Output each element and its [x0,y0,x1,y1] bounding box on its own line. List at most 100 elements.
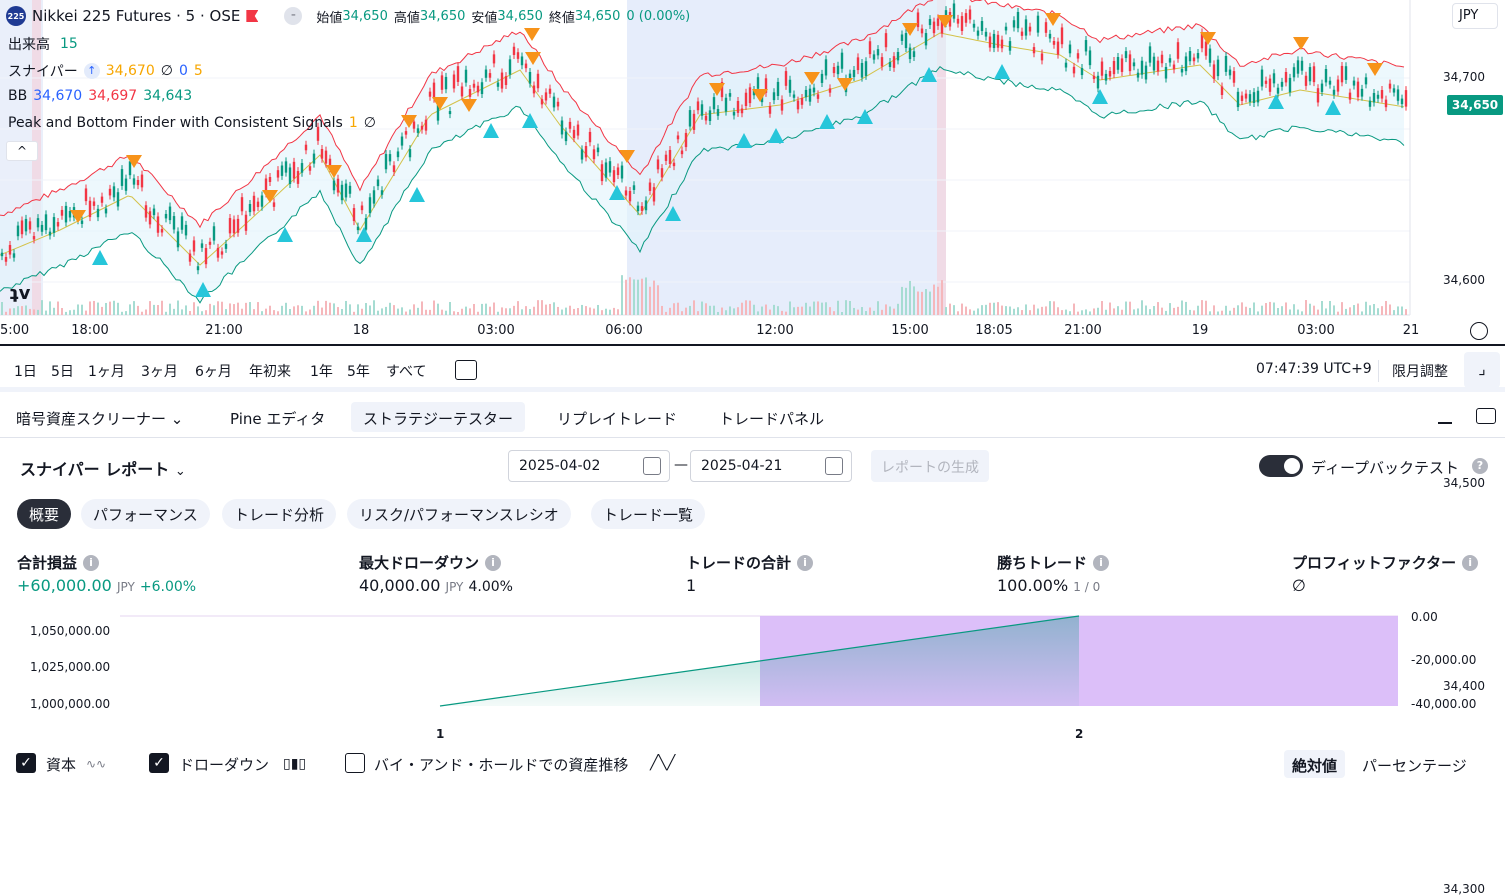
info-icon[interactable]: ? [1472,458,1488,474]
tab-strategy-tester[interactable]: ストラテジーテスター [351,402,526,432]
range-ytd[interactable]: 年初来 [249,364,291,380]
equity-chart-canvas[interactable] [0,600,1505,750]
clock[interactable]: 07:47:39 UTC+9 [1256,361,1372,377]
flag-icon[interactable] [246,10,259,22]
candle-body [212,226,216,241]
candle-body [1224,55,1228,72]
candle-body [192,240,196,252]
candle-body [224,243,228,249]
price-chart-canvas[interactable] [0,0,1505,346]
calendar-icon[interactable] [643,457,661,475]
subtab-risk-ratio[interactable]: リスク/パフォーマンスレシオ [347,499,571,529]
volume-bar [769,309,771,315]
mode-absolute-button[interactable]: 絶対値 [1284,750,1346,778]
symbol-title[interactable]: Nikkei 225 Futures · 5 · OSE [32,7,241,25]
volume-bar [497,311,499,315]
drawdown-checkbox[interactable]: ✓ [149,753,169,773]
candle-body [528,72,532,84]
legend-toggle-button[interactable]: ^ [6,141,38,161]
goto-date-icon[interactable] [455,360,477,380]
volume-bar [1257,311,1259,315]
volume-bar [1129,301,1131,315]
buy-hold-checkbox[interactable] [345,753,365,773]
subtab-performance[interactable]: パフォーマンス [81,499,210,529]
range-5d[interactable]: 5日 [51,364,74,380]
candle-body [1384,99,1388,108]
metric-trades-label: トレードの合計 [686,554,792,572]
calendar-icon[interactable] [825,457,843,475]
range-5y[interactable]: 5年 [347,364,370,380]
info-icon[interactable]: i [1462,554,1479,571]
range-6m[interactable]: 6ヶ月 [195,364,232,380]
info-icon[interactable]: i [1093,554,1110,571]
candle-body [1208,48,1212,63]
settings-gear-icon[interactable] [1470,322,1488,340]
candle-body [1292,67,1296,78]
deep-backtest-toggle[interactable] [1259,455,1303,477]
tab-pine-editor[interactable]: Pine エディタ [230,410,326,428]
tab-trade-panel[interactable]: トレードパネル [719,410,825,428]
bb-legend[interactable]: BB 34,670 34,697 34,643 [8,88,192,104]
volume-bar [629,277,631,315]
volume-bar [321,307,323,315]
candle-body [532,85,536,94]
subtab-trade-list[interactable]: トレード一覧 [591,499,706,529]
range-all[interactable]: すべて [386,364,427,380]
contract-adjust[interactable]: 限月調整 [1392,364,1448,380]
volume-bar [169,303,171,315]
volume-bar [1293,304,1295,315]
subtab-overview[interactable]: 概要 [17,499,72,529]
range-1y[interactable]: 1年 [310,364,333,380]
info-icon[interactable]: i [485,554,502,571]
candle-body [1156,60,1160,72]
candle-body [1096,75,1100,89]
candle-body [1356,81,1360,98]
generate-report-button[interactable]: レポートの生成 [871,450,989,482]
peak-finder-legend[interactable]: Peak and Bottom Finder with Consistent S… [8,115,376,131]
volume-bar [901,286,903,315]
range-1d[interactable]: 1日 [14,364,37,380]
currency-selector[interactable]: JPY [1452,3,1498,29]
range-3m[interactable]: 3ヶ月 [141,364,178,380]
time-tick: 21 [1402,323,1420,338]
collapse-panel-icon[interactable]: ⌟ [1464,352,1500,388]
volume-legend[interactable]: 出来高 15 [8,34,78,54]
mode-percent-button[interactable]: パーセンテージ [1362,757,1467,775]
candle-body [1196,53,1200,59]
candle-body [412,121,416,129]
date-from-input[interactable]: 2025-04-02 [508,450,670,482]
bottom-signal-marker [1092,89,1108,104]
info-icon[interactable]: i [83,554,100,571]
volume-bar [1137,308,1139,315]
tab-replay-trade[interactable]: リプレイトレード [557,410,678,428]
volume-bar [509,308,511,315]
peak-signal-marker [752,89,768,102]
candle-body [264,178,268,194]
volume-bar [405,311,407,315]
range-1m[interactable]: 1ヶ月 [88,364,125,380]
bottom-signal-marker [819,114,835,129]
volume-bar [501,307,503,315]
subtab-trade-analysis[interactable]: トレード分析 [222,499,337,529]
candle-body [120,169,124,186]
volume-bar [929,291,931,315]
candle-body [772,92,776,101]
info-icon[interactable]: i [797,554,814,571]
volume-bar [877,301,879,315]
equity-checkbox[interactable]: ✓ [16,753,36,773]
candle-body [1020,31,1024,36]
maximize-icon[interactable] [1476,408,1496,424]
minimize-icon[interactable] [1438,422,1452,424]
date-to-input[interactable]: 2025-04-21 [690,450,852,482]
collapse-icon[interactable]: - [284,7,303,25]
sniper-legend[interactable]: スナイパー ↑ 34,670 ∅ 0 5 [8,61,203,81]
tab-crypto-screener[interactable]: 暗号資産スクリーナー ⌄ [4,402,195,432]
candle-body [252,195,256,212]
volume-bar [5,311,7,315]
equity-chart[interactable]: 1,050,000.00 1,025,000.00 1,000,000.00 0… [0,600,1505,750]
volume-bar [1041,306,1043,315]
report-title[interactable]: スナイパー レポート ⌄ [20,456,186,480]
volume-bar [1325,308,1327,315]
candle-body [744,92,748,107]
